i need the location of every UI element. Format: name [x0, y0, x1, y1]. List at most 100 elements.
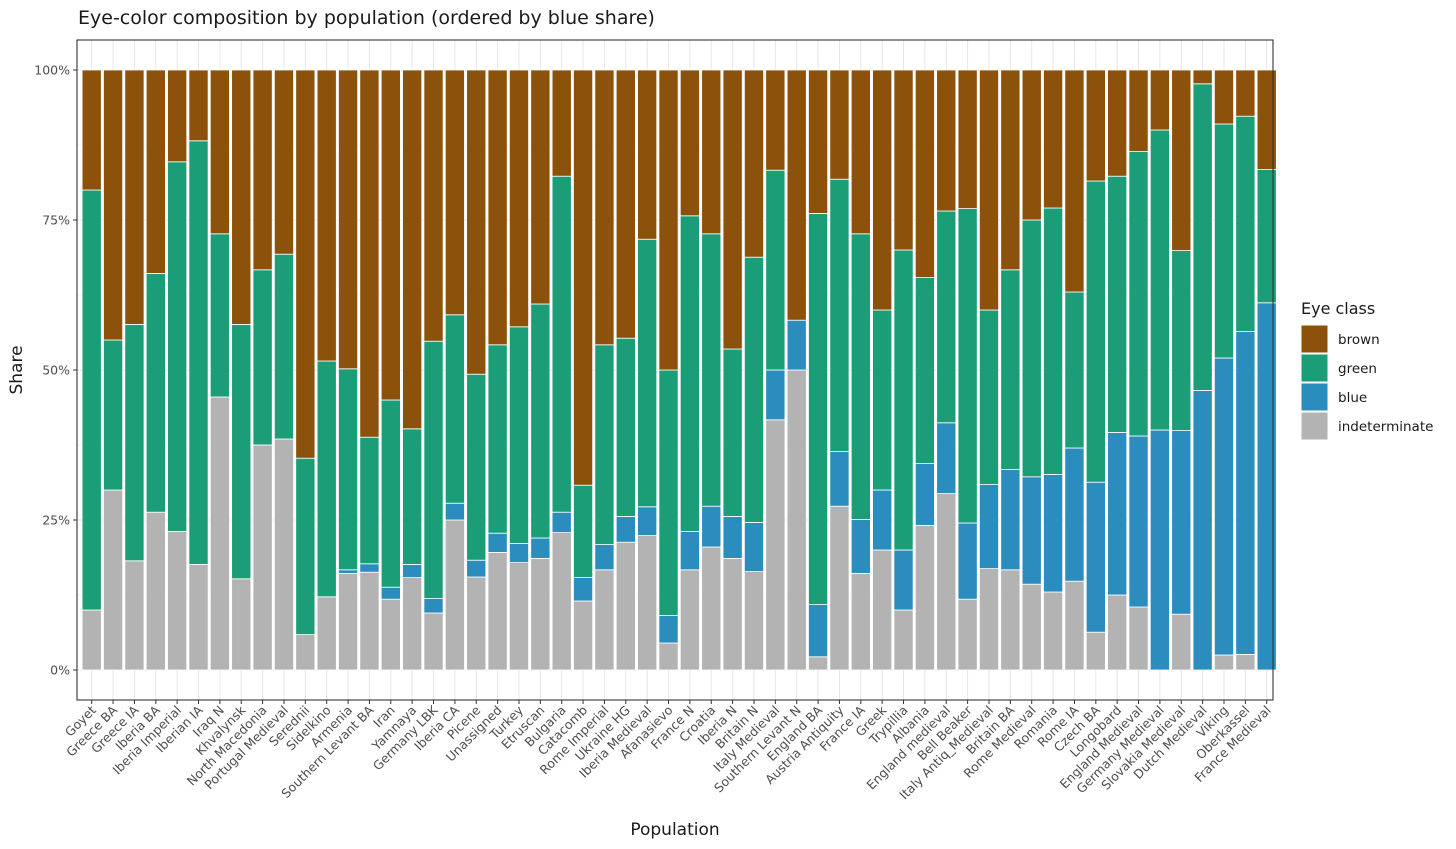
bar-segment-indeterminate — [167, 531, 188, 671]
bar-segment-indeterminate — [188, 564, 209, 671]
bar-segment-blue — [1128, 435, 1149, 608]
bar-segment-brown — [188, 69, 209, 142]
bar-segment-indeterminate — [316, 596, 337, 671]
bar-segment-brown — [765, 69, 786, 171]
bar-stack-group — [81, 69, 1277, 671]
bar-segment-green — [508, 326, 529, 544]
bar-segment-green — [1128, 151, 1149, 437]
bar-segment-brown — [402, 69, 423, 430]
bar-segment-indeterminate — [957, 598, 978, 671]
bar-segment-green — [722, 348, 743, 517]
bar-segment-brown — [1107, 69, 1128, 177]
bar-segment-brown — [786, 69, 807, 321]
bar-segment-brown — [573, 69, 594, 486]
bar-segment-blue — [829, 451, 850, 507]
bar-segment-brown — [1021, 69, 1042, 221]
bar-segment-indeterminate — [252, 444, 273, 671]
legend-label-indeterminate: indeterminate — [1338, 419, 1433, 435]
bar-segment-indeterminate — [850, 573, 871, 671]
bar-segment-green — [743, 256, 764, 523]
bar-segment-green — [808, 212, 829, 606]
bar-segment-green — [1000, 269, 1021, 470]
bar-segment-green — [594, 344, 615, 545]
bar-segment-indeterminate — [1043, 591, 1064, 671]
bar-segment-indeterminate — [743, 571, 764, 671]
bar-segment-green — [359, 436, 380, 565]
bar-segment-blue — [338, 569, 359, 574]
bar-segment-green — [530, 303, 551, 539]
bar-segment-green — [1107, 175, 1128, 433]
bar-segment-indeterminate — [551, 532, 572, 671]
bar-segment-blue — [615, 516, 636, 543]
bar-segment-brown — [1192, 69, 1213, 85]
bar-segment-blue — [359, 563, 380, 573]
bar-segment-brown — [252, 69, 273, 271]
bar-segment-indeterminate — [145, 511, 166, 671]
bar-segment-indeterminate — [936, 493, 957, 671]
bar-segment-blue — [1171, 430, 1192, 615]
bar-segment-green — [487, 344, 508, 534]
bar-segment-green — [81, 189, 102, 611]
bar-segment-brown — [231, 69, 252, 325]
bar-segment-indeterminate — [893, 609, 914, 671]
bar-segment-brown — [893, 69, 914, 251]
bar-segment-indeterminate — [209, 396, 230, 671]
bar-segment-blue — [893, 549, 914, 611]
bar-segment-indeterminate — [1085, 631, 1106, 671]
bar-segment-indeterminate — [380, 598, 401, 671]
bar-segment-blue — [466, 559, 487, 578]
bar-segment-brown — [295, 69, 316, 459]
bar-segment-brown — [209, 69, 230, 235]
bar-segment-brown — [103, 69, 124, 341]
bar-segment-indeterminate — [1000, 569, 1021, 671]
bar-segment-blue — [444, 502, 465, 521]
bar-segment-indeterminate — [1171, 613, 1192, 671]
bar-segment-green — [850, 233, 871, 520]
bar-segment-indeterminate — [914, 525, 935, 671]
bar-segment-brown — [1256, 69, 1277, 170]
bar-segment-brown — [978, 69, 999, 311]
bar-segment-indeterminate — [338, 573, 359, 671]
bar-segment-green — [1085, 180, 1106, 483]
bar-segment-green — [551, 175, 572, 513]
legend-label-green: green — [1338, 361, 1377, 377]
bar-segment-brown — [551, 69, 572, 177]
bar-segment-brown — [914, 69, 935, 279]
bar-segment-brown — [1171, 69, 1192, 252]
bar-segment-green — [423, 340, 444, 600]
bar-segment-blue — [743, 522, 764, 573]
bar-segment-blue — [508, 543, 529, 564]
bar-segment-indeterminate — [444, 519, 465, 671]
bar-segment-blue — [637, 506, 658, 536]
bar-segment-indeterminate — [231, 578, 252, 671]
bar-segment-indeterminate — [1128, 606, 1149, 671]
bar-segment-indeterminate — [359, 571, 380, 671]
bar-segment-blue — [850, 519, 871, 574]
bar-segment-green — [466, 373, 487, 561]
bar-segment-indeterminate — [487, 552, 508, 671]
legend-swatch-green — [1300, 353, 1329, 383]
chart-title: Eye-color composition by population (ord… — [78, 7, 655, 29]
bar-segment-blue — [679, 531, 700, 571]
bar-segment-brown — [167, 69, 188, 163]
legend-title: Eye class — [1301, 299, 1375, 318]
bar-segment-indeterminate — [81, 609, 102, 671]
legend-swatch-indeterminate — [1300, 411, 1329, 441]
bar-segment-green — [615, 337, 636, 517]
bar-segment-green — [679, 215, 700, 532]
bar-segment-brown — [637, 69, 658, 240]
bar-segment-blue — [487, 532, 508, 553]
y-axis-title: Share — [7, 345, 27, 394]
bar-segment-green — [209, 233, 230, 398]
bar-segment-blue — [1213, 357, 1234, 656]
bar-segment-blue — [1064, 447, 1085, 582]
bar-segment-blue — [722, 516, 743, 559]
bar-segment-green — [978, 309, 999, 486]
bar-segment-brown — [145, 69, 166, 274]
bar-segment-brown — [1085, 69, 1106, 182]
bar-segment-blue — [957, 522, 978, 600]
bar-segment-green — [444, 314, 465, 504]
bar-segment-blue — [701, 505, 722, 548]
bar-segment-indeterminate — [594, 569, 615, 671]
bar-segment-green — [658, 369, 679, 616]
